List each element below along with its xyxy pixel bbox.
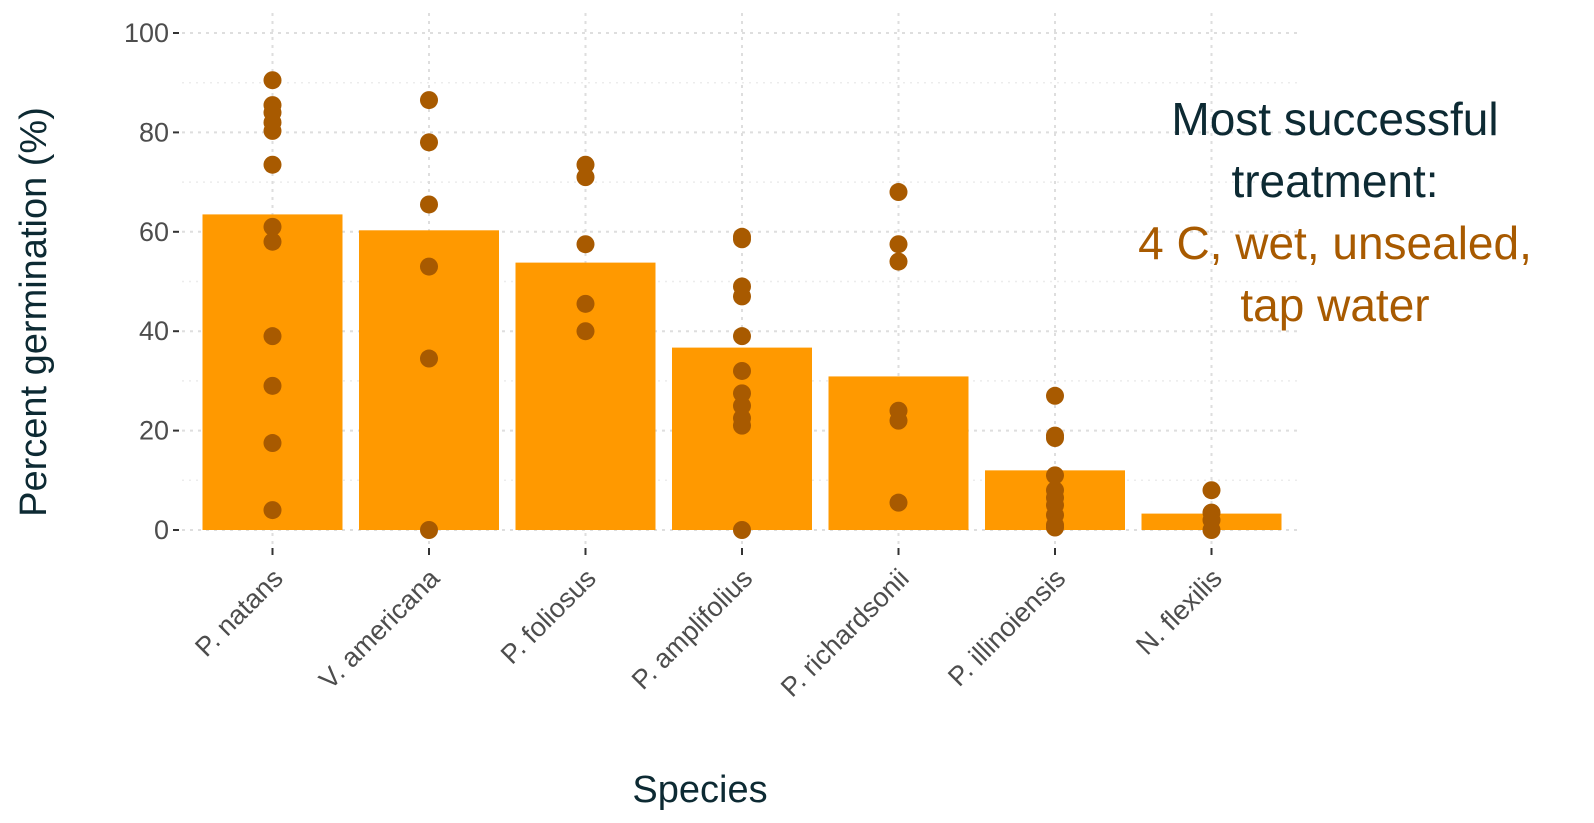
data-point <box>889 411 908 430</box>
data-point <box>420 133 438 152</box>
annotation-line-1: Most successful <box>1171 93 1499 145</box>
annotation-line-3: 4 C, wet, unsealed, <box>1138 217 1532 269</box>
bar-1 <box>202 214 343 530</box>
data-point <box>889 235 908 254</box>
data-point <box>263 434 282 453</box>
data-point <box>420 195 438 214</box>
data-point <box>263 121 282 140</box>
data-point <box>263 232 282 251</box>
data-point <box>733 230 751 249</box>
data-point <box>263 155 282 174</box>
data-point <box>1046 429 1064 448</box>
data-point <box>1046 386 1064 405</box>
data-point <box>420 257 438 276</box>
x-tick-label: P. illinoiensis <box>942 563 1071 692</box>
data-point <box>576 168 595 187</box>
data-point <box>733 416 751 435</box>
data-point <box>576 322 595 341</box>
x-tick-label: P. foliosus <box>495 563 602 670</box>
data-points <box>263 71 1221 539</box>
x-tick-label: N. flexilis <box>1130 563 1228 661</box>
y-axis-title: Percent germination (%) <box>13 107 55 517</box>
data-point <box>1046 466 1064 485</box>
data-point <box>576 235 595 254</box>
data-point <box>1202 521 1221 539</box>
x-axis-title: Species <box>632 769 767 811</box>
data-point <box>1202 481 1221 500</box>
data-point <box>889 493 908 512</box>
y-tick-label: 0 <box>154 515 169 545</box>
data-point <box>733 384 751 403</box>
x-tick-label: P. richardsonii <box>775 563 915 703</box>
y-tick-label: 60 <box>139 217 169 247</box>
data-point <box>733 327 751 346</box>
data-point <box>576 294 595 313</box>
data-point <box>576 155 595 174</box>
data-point <box>420 349 438 368</box>
x-tick-label: V. americana <box>313 562 446 695</box>
bar-2 <box>359 230 499 530</box>
data-point <box>889 183 908 202</box>
data-point <box>420 91 438 110</box>
y-tick-label: 100 <box>124 18 169 48</box>
data-point <box>263 71 282 90</box>
x-tick-label: P. natans <box>189 563 288 662</box>
x-tick-label: P. amplifolius <box>626 563 758 695</box>
annotation-line-2: treatment: <box>1231 155 1439 207</box>
data-point <box>733 396 751 415</box>
data-point <box>1046 518 1064 537</box>
data-point <box>733 521 751 539</box>
data-point <box>420 521 438 539</box>
treatment-annotation: Most successful treatment: 4 C, wet, uns… <box>1100 88 1570 336</box>
data-point <box>263 376 282 395</box>
data-point <box>889 252 908 271</box>
annotation-line-4: tap water <box>1240 279 1430 331</box>
data-point <box>733 361 751 380</box>
y-tick-label: 40 <box>139 316 169 346</box>
data-point <box>263 217 282 236</box>
data-point <box>263 501 282 520</box>
y-tick-label: 20 <box>139 416 169 446</box>
data-point <box>263 327 282 346</box>
y-tick-label: 80 <box>139 117 169 147</box>
data-point <box>733 287 751 306</box>
